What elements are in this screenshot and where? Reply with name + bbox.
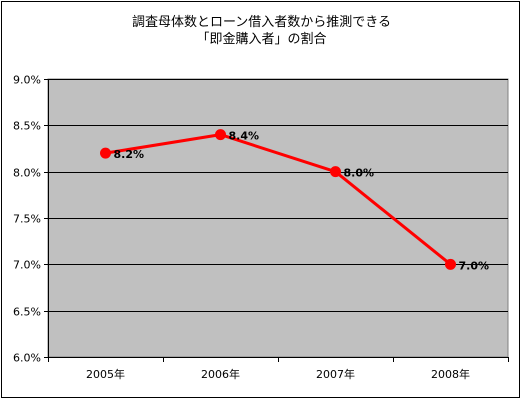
x-tick-label: 2007年 [316, 367, 355, 381]
data-point [100, 147, 111, 159]
chart-title-line-2: 「即金購入者」の割合 [196, 32, 327, 47]
y-tick-label: 7.5% [13, 213, 41, 226]
x-tick-label: 2005年 [86, 367, 125, 381]
y-tick-label: 6.0% [13, 352, 41, 365]
data-point [445, 258, 456, 270]
y-tick-label: 6.5% [13, 306, 41, 319]
data-point [215, 129, 226, 141]
series-line [105, 133, 452, 266]
y-tick-label: 8.5% [13, 120, 41, 133]
y-tick-label: 8.0% [13, 167, 41, 180]
data-point [330, 166, 341, 178]
x-tick-label: 2006年 [201, 367, 240, 381]
y-tick-label: 9.0% [13, 74, 41, 87]
data-label: 8.2% [114, 148, 145, 161]
data-label: 8.4% [229, 130, 260, 143]
chart-title: 調査母体数とローン借入者数から推測できる 「即金購入者」の割合 [0, 14, 523, 48]
data-label: 8.0% [344, 167, 375, 180]
data-label: 7.0% [459, 259, 490, 272]
x-tick-label: 2008年 [431, 367, 470, 381]
y-tick-label: 7.0% [13, 259, 41, 272]
chart-title-line-1: 調査母体数とローン借入者数から推測できる [131, 15, 392, 30]
